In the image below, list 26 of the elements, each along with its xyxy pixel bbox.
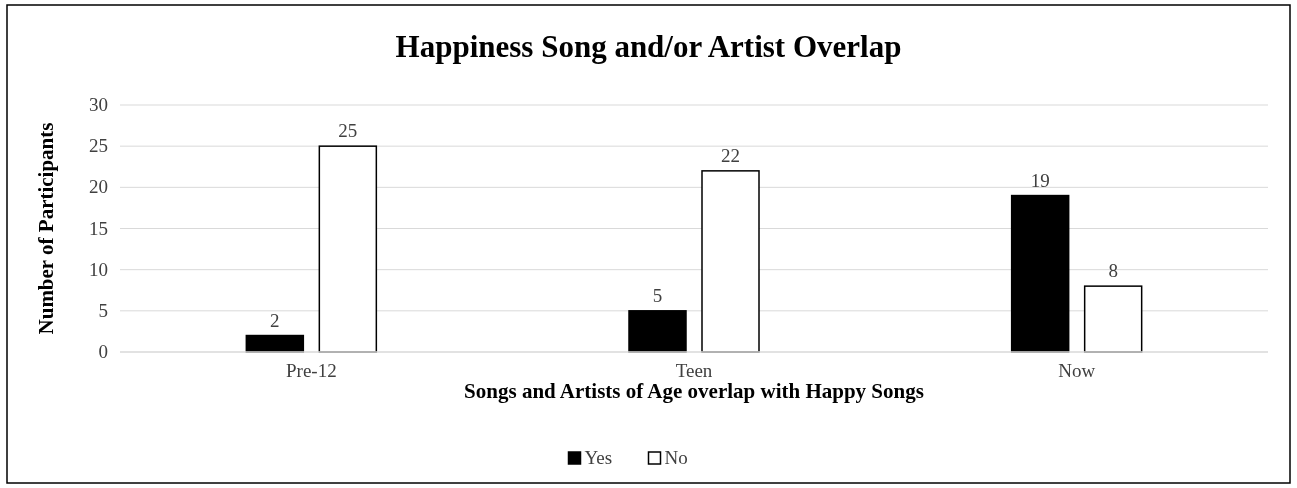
y-tick-label: 15 [89, 217, 108, 239]
y-tick-label: 20 [89, 176, 108, 198]
data-label: 19 [1030, 169, 1050, 191]
x-tick-label: Now [1058, 360, 1096, 381]
bar [318, 145, 378, 353]
y-tick-label: 25 [89, 135, 108, 157]
data-label: 5 [652, 284, 663, 306]
data-label: 8 [1108, 260, 1118, 282]
data-label: 25 [338, 120, 358, 142]
legend-label: No [664, 447, 688, 468]
chart-title: Happiness Song and/or Artist Overlap [395, 29, 902, 64]
y-tick-label: 5 [98, 299, 108, 321]
bar [628, 310, 687, 353]
y-tick-label: 0 [98, 341, 108, 362]
x-tick-label: Pre-12 [286, 360, 337, 381]
data-label: 2 [270, 309, 280, 331]
legend-label: Yes [584, 447, 613, 468]
y-axis-title: Number of Participants [34, 122, 58, 335]
y-tick-label: 30 [89, 94, 108, 115]
data-label: 22 [721, 144, 740, 166]
y-tick-label: 10 [89, 258, 108, 280]
x-tick-label: Teen [675, 360, 713, 381]
bar [701, 170, 760, 353]
x-axis-title: Songs and Artists of Age overlap with Happy Songs [464, 379, 924, 403]
bar [1083, 285, 1143, 353]
bar [1010, 194, 1070, 353]
